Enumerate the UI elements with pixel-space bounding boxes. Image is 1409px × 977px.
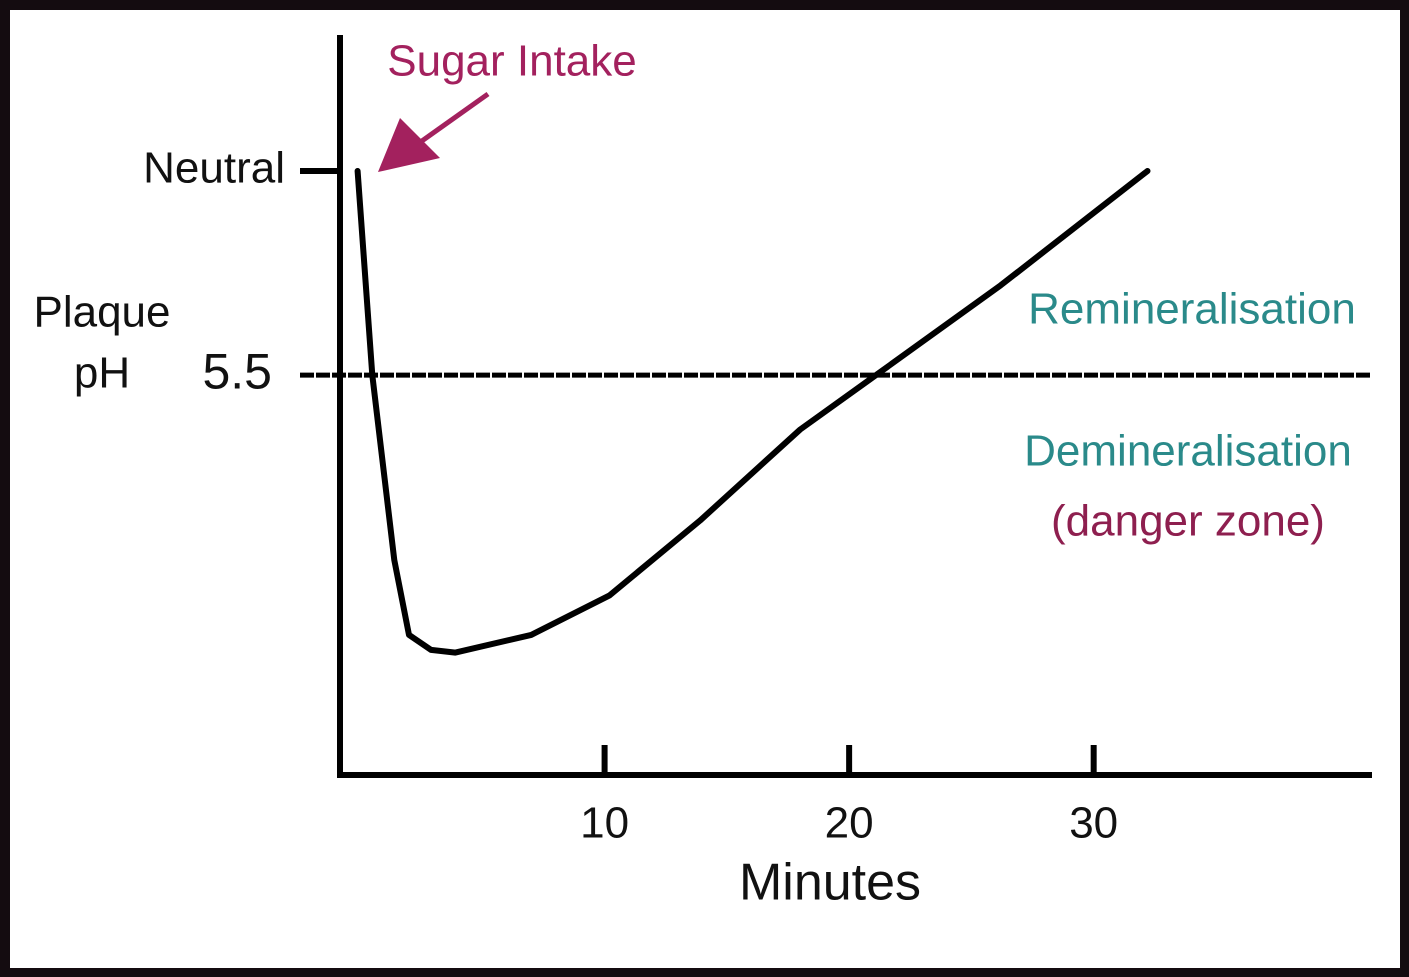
y-tick-label: Neutral	[143, 144, 285, 193]
arrow-head	[378, 118, 440, 172]
plot-background	[10, 10, 1400, 968]
y-axis-label: pH	[74, 349, 130, 398]
line	[354, 168, 1151, 656]
annotation: Remineralisation	[1028, 285, 1356, 334]
annotation: Demineralisation	[1024, 427, 1352, 476]
arrow	[410, 91, 490, 151]
x-tick-label: 30	[1069, 799, 1118, 848]
x-tick-label: 20	[825, 799, 874, 848]
x-tick-label: 10	[580, 799, 629, 848]
annotation: (danger zone)	[1051, 497, 1325, 546]
y-tick-label: 5.5	[202, 343, 272, 399]
x-axis-label: Minutes	[739, 854, 921, 912]
y-axis-label: Plaque	[33, 288, 170, 337]
annotation: Sugar Intake	[387, 37, 637, 86]
